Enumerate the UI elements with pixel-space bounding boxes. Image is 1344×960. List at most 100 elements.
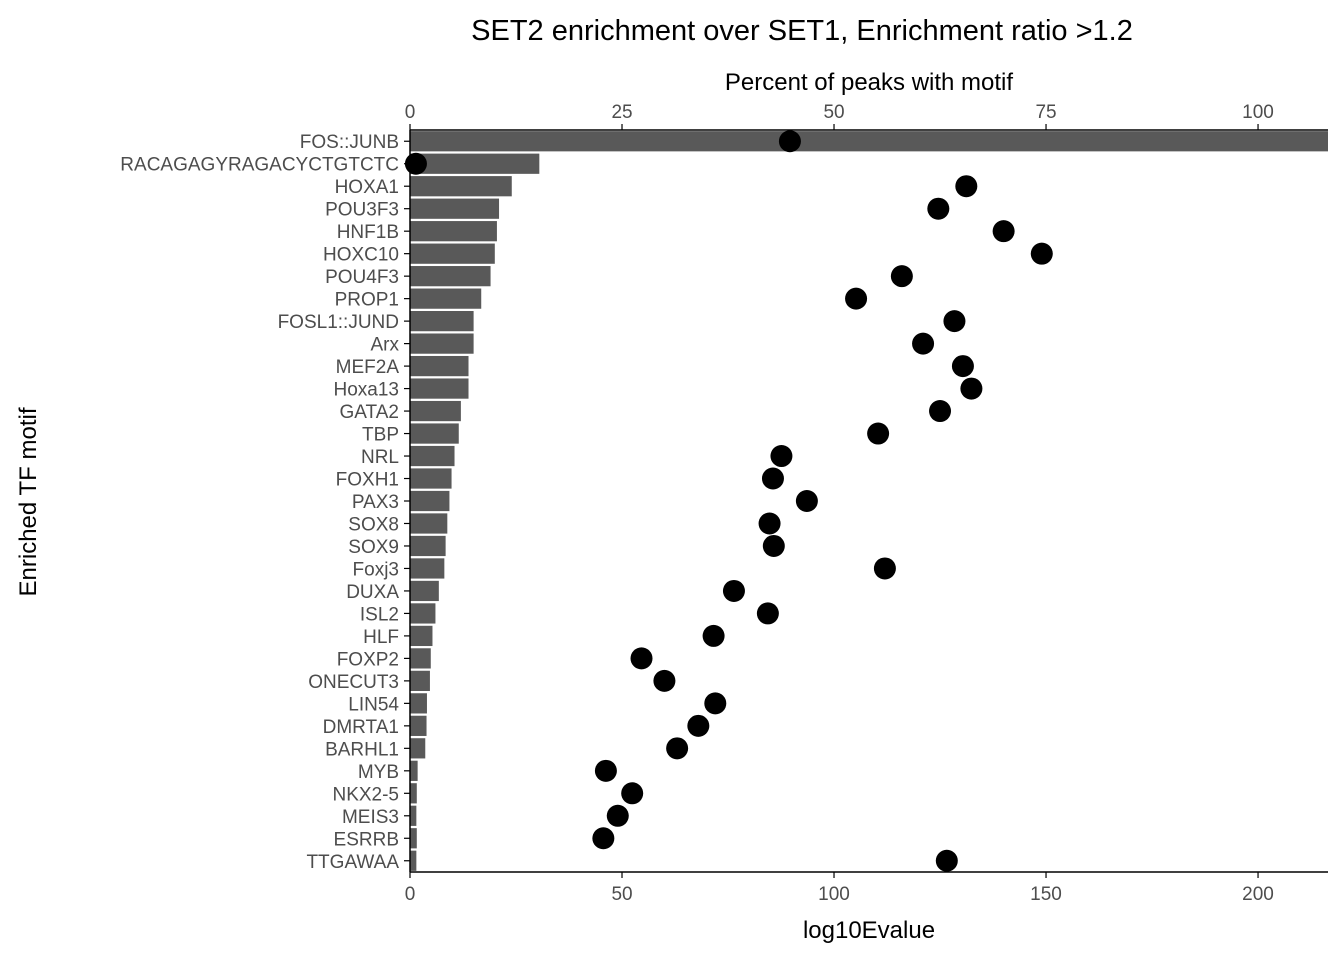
point-7 xyxy=(845,287,868,310)
bar-20 xyxy=(410,580,439,602)
bar-17 xyxy=(410,513,448,534)
bar-25 xyxy=(410,693,427,714)
point-24 xyxy=(653,669,676,692)
point-15 xyxy=(761,467,784,490)
top-tick-label-75: 75 xyxy=(1035,102,1056,123)
bottom-axis-title: log10Evalue xyxy=(803,917,935,944)
chart-title: SET2 enrichment over SET1, Enrichment ra… xyxy=(471,15,1133,47)
point-2 xyxy=(955,175,978,198)
y-axis-title: Enriched TF motif xyxy=(15,407,42,596)
bottom-tick-label-0: 0 xyxy=(405,884,416,905)
point-0 xyxy=(778,130,801,153)
point-23 xyxy=(630,647,653,670)
point-13 xyxy=(867,422,890,445)
bar-32 xyxy=(410,850,417,871)
point-3 xyxy=(927,197,950,220)
category-label-7: PROP1 xyxy=(335,290,399,311)
point-28 xyxy=(594,759,617,782)
point-18 xyxy=(762,534,785,557)
bar-15 xyxy=(410,468,452,489)
category-label-32: TTGAWAA xyxy=(306,852,399,873)
bottom-tick-label-100: 100 xyxy=(818,884,850,905)
top-tick-label-100: 100 xyxy=(1242,102,1274,123)
top-tick-label-25: 25 xyxy=(611,102,632,123)
point-12 xyxy=(929,400,952,423)
bar-23 xyxy=(410,648,431,669)
point-20 xyxy=(722,579,745,602)
category-label-20: DUXA xyxy=(346,582,399,603)
category-label-28: MYB xyxy=(358,762,399,783)
category-label-13: TBP xyxy=(362,425,399,446)
bar-8 xyxy=(410,311,474,332)
category-label-15: FOXH1 xyxy=(336,470,399,491)
bar-29 xyxy=(410,783,417,804)
point-8 xyxy=(943,310,966,333)
bar-9 xyxy=(410,333,474,354)
point-21 xyxy=(756,602,779,625)
top-tick-label-0: 0 xyxy=(405,102,416,123)
point-31 xyxy=(592,827,615,850)
bar-11 xyxy=(410,378,469,399)
category-label-12: GATA2 xyxy=(340,402,399,423)
bar-7 xyxy=(410,288,482,309)
point-30 xyxy=(606,804,629,827)
category-label-0: FOS::JUNB xyxy=(300,132,399,153)
bar-28 xyxy=(410,760,418,781)
category-label-10: MEF2A xyxy=(336,357,400,378)
category-label-9: Arx xyxy=(371,335,400,356)
point-29 xyxy=(621,782,644,805)
points-group xyxy=(404,130,1053,872)
category-label-4: HNF1B xyxy=(337,222,399,243)
category-label-1: RACAGAGYRAGACYCTGTCTC xyxy=(120,155,399,176)
bar-19 xyxy=(410,558,445,579)
bar-16 xyxy=(410,490,450,512)
bar-13 xyxy=(410,423,459,444)
category-label-27: BARHL1 xyxy=(325,739,399,760)
point-14 xyxy=(770,445,793,468)
category-label-6: POU4F3 xyxy=(325,267,399,288)
point-5 xyxy=(1030,242,1053,265)
category-label-5: HOXC10 xyxy=(323,245,399,266)
bar-24 xyxy=(410,670,430,691)
bar-5 xyxy=(410,243,495,264)
bottom-tick-label-150: 150 xyxy=(1030,884,1062,905)
bar-12 xyxy=(410,400,461,422)
category-label-11: Hoxa13 xyxy=(334,380,400,401)
category-label-22: HLF xyxy=(363,627,399,648)
point-26 xyxy=(687,714,710,737)
category-label-23: FOXP2 xyxy=(337,649,399,670)
point-11 xyxy=(960,377,983,400)
bar-14 xyxy=(410,445,455,467)
category-label-8: FOSL1::JUND xyxy=(278,312,399,333)
point-4 xyxy=(992,220,1015,243)
category-label-2: HOXA1 xyxy=(335,177,399,198)
point-17 xyxy=(758,512,781,535)
category-label-26: DMRTA1 xyxy=(323,717,399,738)
bar-10 xyxy=(410,355,469,377)
point-22 xyxy=(702,624,725,647)
category-label-14: NRL xyxy=(361,447,399,468)
bottom-tick-label-200: 200 xyxy=(1242,884,1274,905)
category-label-29: NKX2-5 xyxy=(332,784,399,805)
bar-3 xyxy=(410,198,500,219)
point-6 xyxy=(890,265,913,288)
category-label-31: ESRRB xyxy=(334,829,399,850)
bar-6 xyxy=(410,266,491,287)
bar-2 xyxy=(410,176,512,197)
point-10 xyxy=(951,355,974,378)
category-label-21: ISL2 xyxy=(360,604,399,625)
point-25 xyxy=(704,692,727,715)
point-9 xyxy=(912,332,935,355)
bar-26 xyxy=(410,715,427,736)
bottom-tick-label-50: 50 xyxy=(611,884,632,905)
bar-31 xyxy=(410,828,417,849)
bar-1 xyxy=(410,153,540,174)
top-tick-label-50: 50 xyxy=(823,102,844,123)
category-label-25: LIN54 xyxy=(348,694,399,715)
category-label-17: SOX8 xyxy=(348,514,399,535)
point-16 xyxy=(795,490,818,512)
bar-27 xyxy=(410,738,426,759)
bar-4 xyxy=(410,221,497,242)
